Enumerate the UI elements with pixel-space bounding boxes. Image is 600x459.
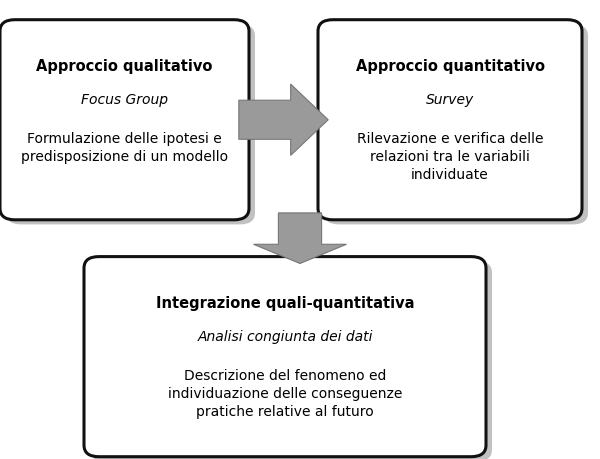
Text: Integrazione quali-quantitativa: Integrazione quali-quantitativa bbox=[156, 296, 414, 310]
Text: Formulazione delle ipotesi e
predisposizione di un modello: Formulazione delle ipotesi e predisposiz… bbox=[21, 132, 228, 163]
Text: Analisi congiunta dei dati: Analisi congiunta dei dati bbox=[197, 329, 373, 343]
Polygon shape bbox=[239, 85, 328, 156]
Polygon shape bbox=[254, 213, 347, 264]
FancyBboxPatch shape bbox=[90, 262, 492, 459]
FancyBboxPatch shape bbox=[6, 25, 255, 225]
Text: Descrizione del fenomeno ed
individuazione delle conseguenze
pratiche relative a: Descrizione del fenomeno ed individuazio… bbox=[168, 368, 402, 418]
FancyBboxPatch shape bbox=[84, 257, 486, 457]
Text: Approccio quantitativo: Approccio quantitativo bbox=[355, 59, 545, 74]
Text: Rilevazione e verifica delle
relazioni tra le variabili
individuate: Rilevazione e verifica delle relazioni t… bbox=[357, 132, 543, 181]
Text: Focus Group: Focus Group bbox=[81, 93, 168, 106]
FancyBboxPatch shape bbox=[0, 21, 249, 220]
Text: Approccio qualitativo: Approccio qualitativo bbox=[37, 59, 212, 74]
FancyBboxPatch shape bbox=[318, 21, 582, 220]
FancyBboxPatch shape bbox=[324, 25, 588, 225]
Text: Survey: Survey bbox=[426, 93, 474, 106]
